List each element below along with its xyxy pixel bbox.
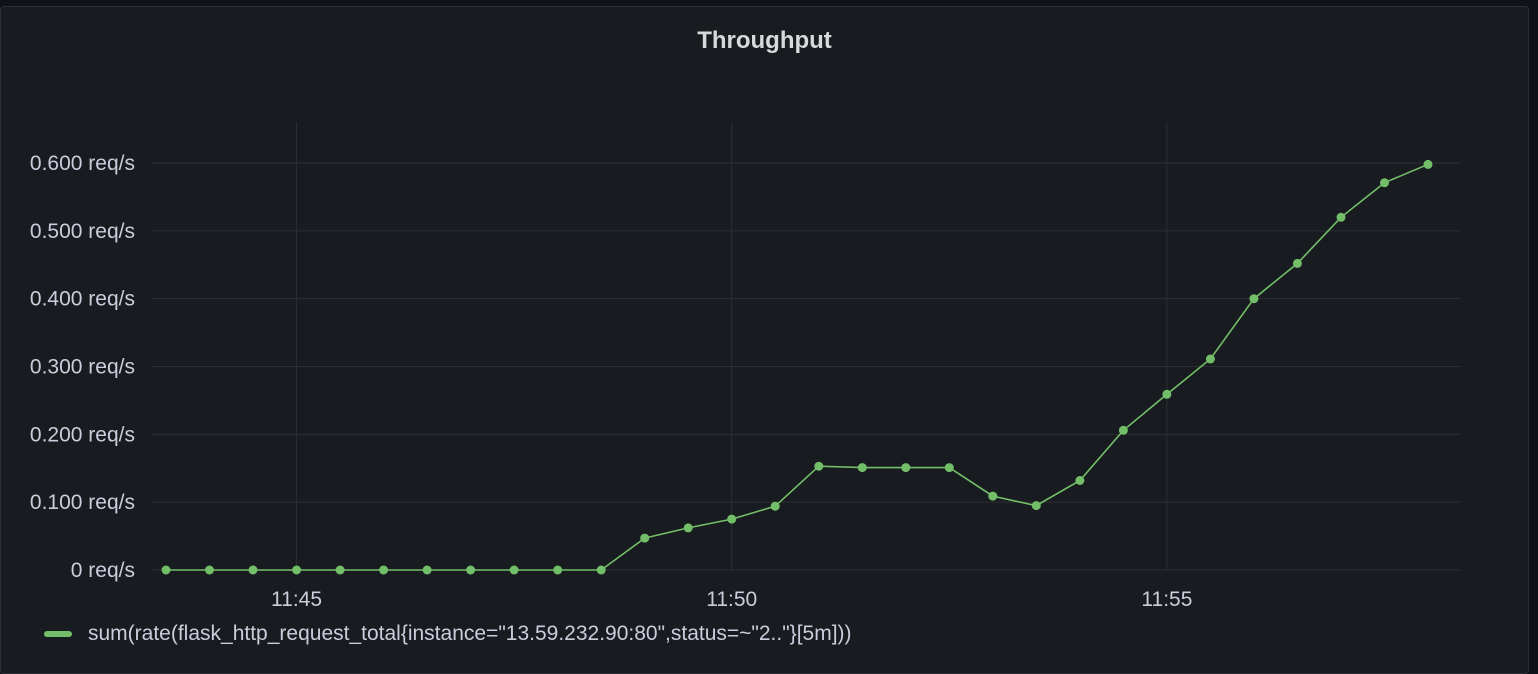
y-tick-label: 0.100 req/s [30,491,135,514]
data-point[interactable] [553,565,563,575]
series-line [166,163,1429,571]
data-point[interactable] [857,463,867,473]
data-point[interactable] [596,565,606,575]
data-point[interactable] [379,565,389,575]
data-point[interactable] [640,533,650,543]
data-point[interactable] [1423,159,1433,169]
data-point[interactable] [1292,258,1302,268]
legend[interactable]: sum(rate(flask_http_request_total{instan… [44,622,852,646]
data-point[interactable] [1205,354,1215,364]
x-tick-label: 11:50 [706,588,757,611]
data-point[interactable] [1380,178,1389,188]
data-point[interactable] [901,463,911,473]
panel-title: Throughput [697,27,832,54]
data-point[interactable] [161,565,171,575]
data-point[interactable] [292,565,302,575]
x-tick-label: 11:45 [271,588,322,611]
data-point[interactable] [335,565,345,575]
series-layer [161,159,1433,575]
grid-layer [152,122,1461,571]
x-tick-label: 11:55 [1141,588,1192,611]
data-point[interactable] [988,491,998,501]
chart-panel: Throughput [0,6,1529,674]
x-axis: 11:45 11:50 11:55 [271,588,1192,611]
data-point[interactable] [727,514,737,524]
data-point[interactable] [1336,212,1346,222]
y-tick-label: 0 req/s [71,559,135,582]
data-point[interactable] [1031,501,1041,511]
data-point[interactable] [422,565,432,575]
data-point[interactable] [1249,294,1259,304]
y-tick-label: 0.400 req/s [30,288,135,311]
data-point[interactable] [1162,389,1172,399]
y-tick-label: 0.500 req/s [30,220,135,243]
data-point[interactable] [1118,425,1128,435]
data-point[interactable] [814,461,824,471]
data-point[interactable] [944,463,954,473]
data-point[interactable] [466,565,476,575]
legend-series-label[interactable]: sum(rate(flask_http_request_total{instan… [88,622,852,645]
data-point[interactable] [683,523,693,533]
y-tick-label: 0.200 req/s [30,423,135,446]
y-tick-label: 0.300 req/s [30,356,135,379]
data-point[interactable] [248,565,258,575]
y-tick-label: 0.600 req/s [30,152,135,175]
y-axis: 0 req/s 0.100 req/s 0.200 req/s 0.300 re… [30,152,135,582]
data-point[interactable] [1075,476,1085,485]
data-point[interactable] [205,565,214,575]
data-point[interactable] [509,565,519,575]
data-point[interactable] [770,501,780,511]
legend-color-swatch [44,631,72,637]
